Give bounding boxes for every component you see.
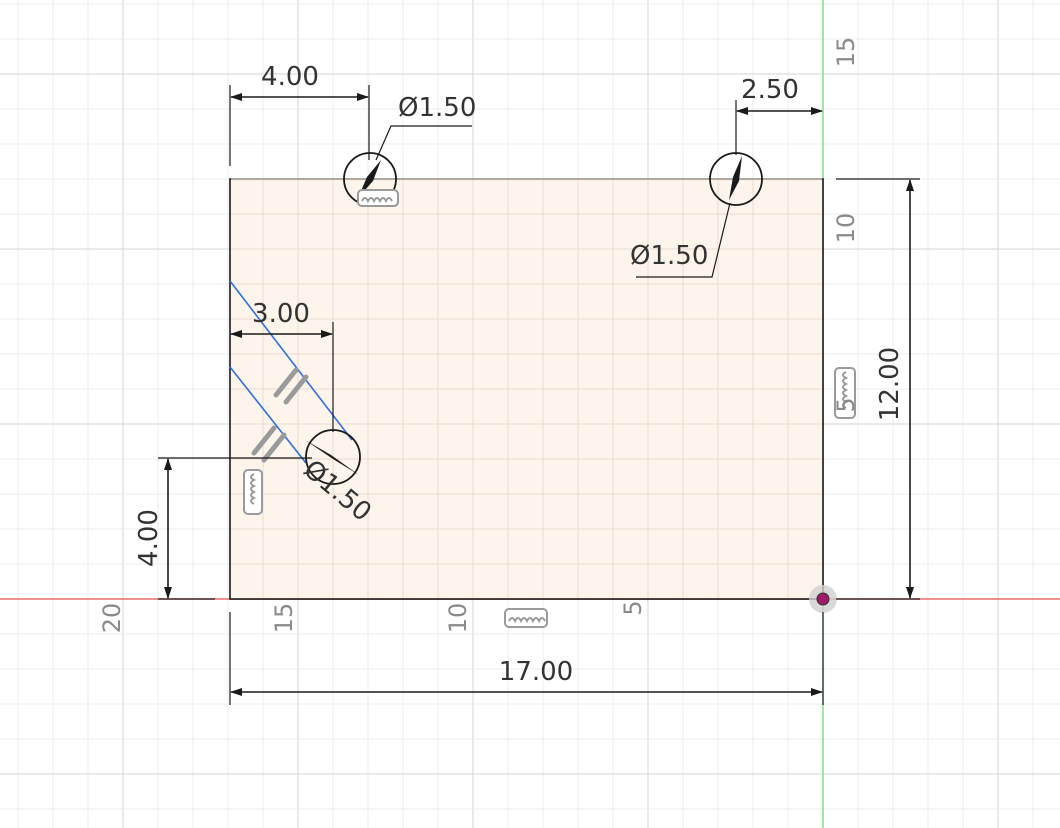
dimension-hole-right-offset[interactable]: 2.50 <box>735 75 823 155</box>
axis-label-v15: 15 <box>832 37 860 68</box>
dimension-hole-left-diameter[interactable]: Ø1.50 <box>375 93 476 161</box>
construction-line-lower[interactable] <box>229 366 307 464</box>
dimension-plate-width[interactable]: 17.00 <box>229 612 824 705</box>
axis-label-h15: 15 <box>270 603 298 634</box>
dimension-text[interactable]: 17.00 <box>499 657 573 687</box>
dimension-hole-lower-height[interactable]: 4.00 <box>134 457 312 600</box>
parallel-constraint-icon[interactable] <box>273 367 309 405</box>
dimension-text[interactable]: 4.00 <box>261 62 319 92</box>
dimension-hole-left-offset[interactable]: 4.00 <box>229 62 370 166</box>
axis-label-v10: 10 <box>832 213 860 244</box>
dimension-text[interactable]: 2.50 <box>741 75 799 105</box>
dimension-text[interactable]: 12.00 <box>875 347 905 421</box>
dimension-hole-lower-offset[interactable]: 3.00 <box>230 299 334 432</box>
dimension-plate-height[interactable]: 12.00 <box>836 178 920 600</box>
origin-point-icon[interactable] <box>809 585 837 613</box>
parallel-constraint-icon[interactable] <box>251 425 287 463</box>
axis-label-h20: 20 <box>98 603 126 634</box>
dimension-text[interactable]: Ø1.50 <box>398 93 476 123</box>
center-point-icon <box>305 440 359 475</box>
axis-label-v5: 5 <box>832 397 860 412</box>
center-point-icon <box>358 160 381 198</box>
dimension-hole-right-diameter[interactable]: Ø1.50 <box>630 202 731 278</box>
coincident-constraint-icon[interactable] <box>504 608 548 628</box>
dimension-text[interactable]: 3.00 <box>252 299 310 329</box>
dimension-text[interactable]: Ø1.50 <box>630 241 708 271</box>
axis-label-h10: 10 <box>444 603 472 634</box>
coincident-constraint-icon[interactable] <box>243 469 263 515</box>
coincident-constraint-icon[interactable] <box>357 189 399 207</box>
plate-grid <box>231 178 822 598</box>
axis-label-h5: 5 <box>619 600 647 615</box>
dimension-text[interactable]: 4.00 <box>134 509 164 567</box>
center-point-icon <box>729 156 742 200</box>
coincident-constraint-icon[interactable] <box>834 367 856 419</box>
construction-line-upper[interactable] <box>229 280 353 441</box>
